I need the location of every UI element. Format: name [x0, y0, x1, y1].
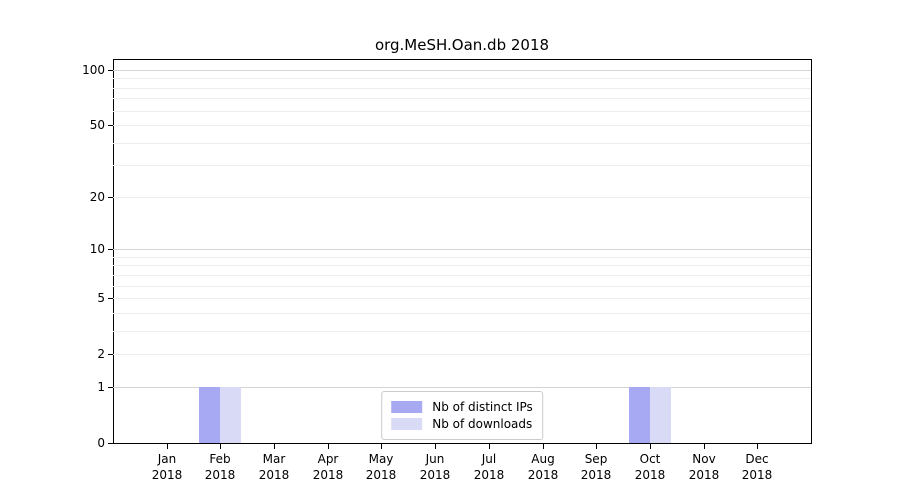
x-tick-label-jul: Jul 2018 [473, 452, 505, 482]
x-tick-dec [757, 444, 758, 449]
x-tick-nov [704, 444, 705, 449]
x-tick-label-jan: Jan 2018 [151, 452, 183, 482]
x-tick-apr [328, 444, 329, 449]
gridline-y-6 [113, 286, 811, 287]
y-tick-label-50: 50 [89, 118, 105, 132]
gridline-y-9 [113, 257, 811, 258]
y-tick-5 [108, 298, 113, 299]
bar-downloads-oct [650, 387, 671, 443]
legend-entry-distinct-ips: Nb of distinct IPs [391, 400, 533, 414]
gridline-y-40 [113, 143, 811, 144]
legend-label-distinct-ips: Nb of distinct IPs [432, 400, 533, 414]
y-tick-label-5: 5 [97, 291, 105, 305]
x-tick-label-mar: Mar 2018 [258, 452, 290, 482]
x-tick-label-apr: Apr 2018 [312, 452, 344, 482]
bottom-spine [113, 443, 812, 444]
x-tick-jul [489, 444, 490, 449]
gridline-y-30 [113, 165, 811, 166]
x-tick-label-feb: Feb 2018 [204, 452, 236, 482]
right-spine [811, 59, 812, 444]
y-tick-label-20: 20 [89, 190, 105, 204]
x-tick-sep [596, 444, 597, 449]
gridline-y-7 [113, 275, 811, 276]
gridline-y-80 [113, 88, 811, 89]
plot-area: Nb of distinct IPs Nb of downloads [113, 59, 811, 443]
gridline-y-10 [113, 249, 811, 250]
gridline-y-2 [113, 354, 811, 355]
legend-label-downloads: Nb of downloads [432, 417, 533, 431]
bar-distinct-ips-feb [199, 387, 220, 443]
x-tick-label-dec: Dec 2018 [741, 452, 773, 482]
gridline-y-100 [113, 70, 811, 71]
y-tick-label-1: 1 [97, 380, 105, 394]
y-tick-100 [108, 70, 113, 71]
gridline-y-60 [113, 111, 811, 112]
bar-distinct-ips-oct [629, 387, 650, 443]
gridline-y-3 [113, 331, 811, 332]
y-tick-0 [108, 443, 113, 444]
y-tick-label-2: 2 [97, 347, 105, 361]
x-tick-label-jun: Jun 2018 [419, 452, 451, 482]
x-tick-label-sep: Sep 2018 [580, 452, 612, 482]
x-tick-aug [543, 444, 544, 449]
y-tick-1 [108, 387, 113, 388]
x-tick-label-aug: Aug 2018 [527, 452, 559, 482]
x-tick-label-oct: Oct 2018 [634, 452, 666, 482]
x-tick-jun [435, 444, 436, 449]
x-tick-feb [220, 444, 221, 449]
x-tick-may [381, 444, 382, 449]
gridline-y-1 [113, 387, 811, 388]
gridline-y-90 [113, 78, 811, 79]
gridline-y-5 [113, 298, 811, 299]
legend-swatch-distinct-ips [391, 401, 423, 413]
chart-title: org.MeSH.Oan.db 2018 [374, 36, 550, 54]
y-tick-label-0: 0 [97, 436, 105, 450]
gridline-y-20 [113, 197, 811, 198]
x-tick-label-may: May 2018 [365, 452, 397, 482]
y-tick-20 [108, 197, 113, 198]
legend: Nb of distinct IPs Nb of downloads [381, 391, 543, 440]
y-tick-50 [108, 125, 113, 126]
gridline-y-8 [113, 265, 811, 266]
left-spine [113, 59, 114, 444]
x-tick-jan [167, 444, 168, 449]
y-tick-10 [108, 249, 113, 250]
gridline-y-4 [113, 313, 811, 314]
bar-downloads-feb [220, 387, 241, 443]
x-tick-mar [274, 444, 275, 449]
y-tick-2 [108, 354, 113, 355]
x-tick-oct [650, 444, 651, 449]
top-spine [113, 59, 812, 60]
legend-entry-downloads: Nb of downloads [391, 417, 533, 431]
x-tick-label-nov: Nov 2018 [688, 452, 720, 482]
gridline-y-70 [113, 98, 811, 99]
legend-swatch-downloads [391, 418, 423, 430]
y-tick-label-100: 100 [82, 63, 105, 77]
y-tick-label-10: 10 [89, 242, 105, 256]
gridline-y-50 [113, 125, 811, 126]
